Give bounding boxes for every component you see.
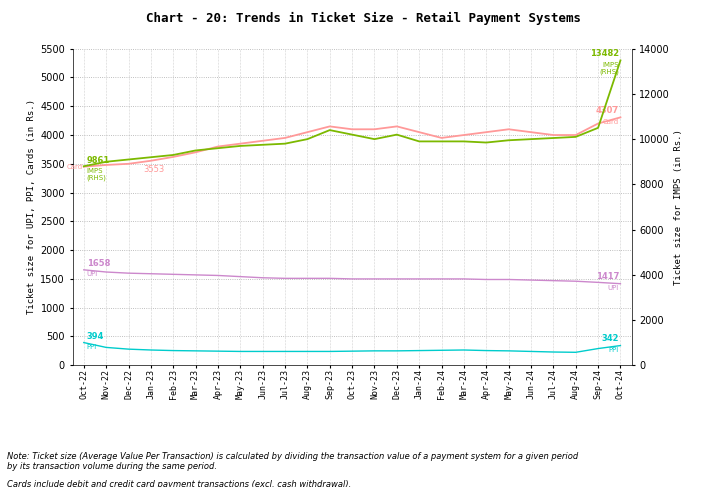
Y-axis label: Ticket size for IMPS (in Rs.): Ticket size for IMPS (in Rs.) (674, 129, 683, 285)
Text: IMPS
(RHS): IMPS (RHS) (599, 62, 619, 75)
Text: 1658: 1658 (86, 260, 110, 268)
Y-axis label: Ticket size for UPI, PPI, Cards (in Rs.): Ticket size for UPI, PPI, Cards (in Rs.) (27, 99, 36, 315)
Text: IMPS
(RHS): IMPS (RHS) (86, 168, 107, 181)
Text: UPI: UPI (86, 271, 98, 277)
Text: Chart - 20: Trends in Ticket Size - Retail Payment Systems: Chart - 20: Trends in Ticket Size - Reta… (145, 12, 581, 25)
Text: PPI: PPI (86, 344, 97, 350)
Text: Note: Ticket size (Average Value Per Transaction) is calculated by dividing the : Note: Ticket size (Average Value Per Tra… (7, 452, 579, 471)
Text: 3553: 3553 (143, 165, 164, 174)
Text: PPI: PPI (609, 347, 619, 353)
Text: Card: Card (603, 119, 619, 125)
Text: 9861: 9861 (86, 156, 110, 165)
Text: Cards include debit and credit card payment transactions (excl. cash withdrawal): Cards include debit and credit card paym… (7, 480, 351, 487)
Text: 1417: 1417 (595, 272, 619, 281)
Text: Card: Card (66, 164, 82, 169)
Text: 394: 394 (86, 332, 104, 341)
Text: UPI: UPI (608, 285, 619, 291)
Text: 342: 342 (602, 334, 619, 343)
Text: 13482: 13482 (590, 49, 619, 57)
Text: 4307: 4307 (596, 106, 619, 114)
